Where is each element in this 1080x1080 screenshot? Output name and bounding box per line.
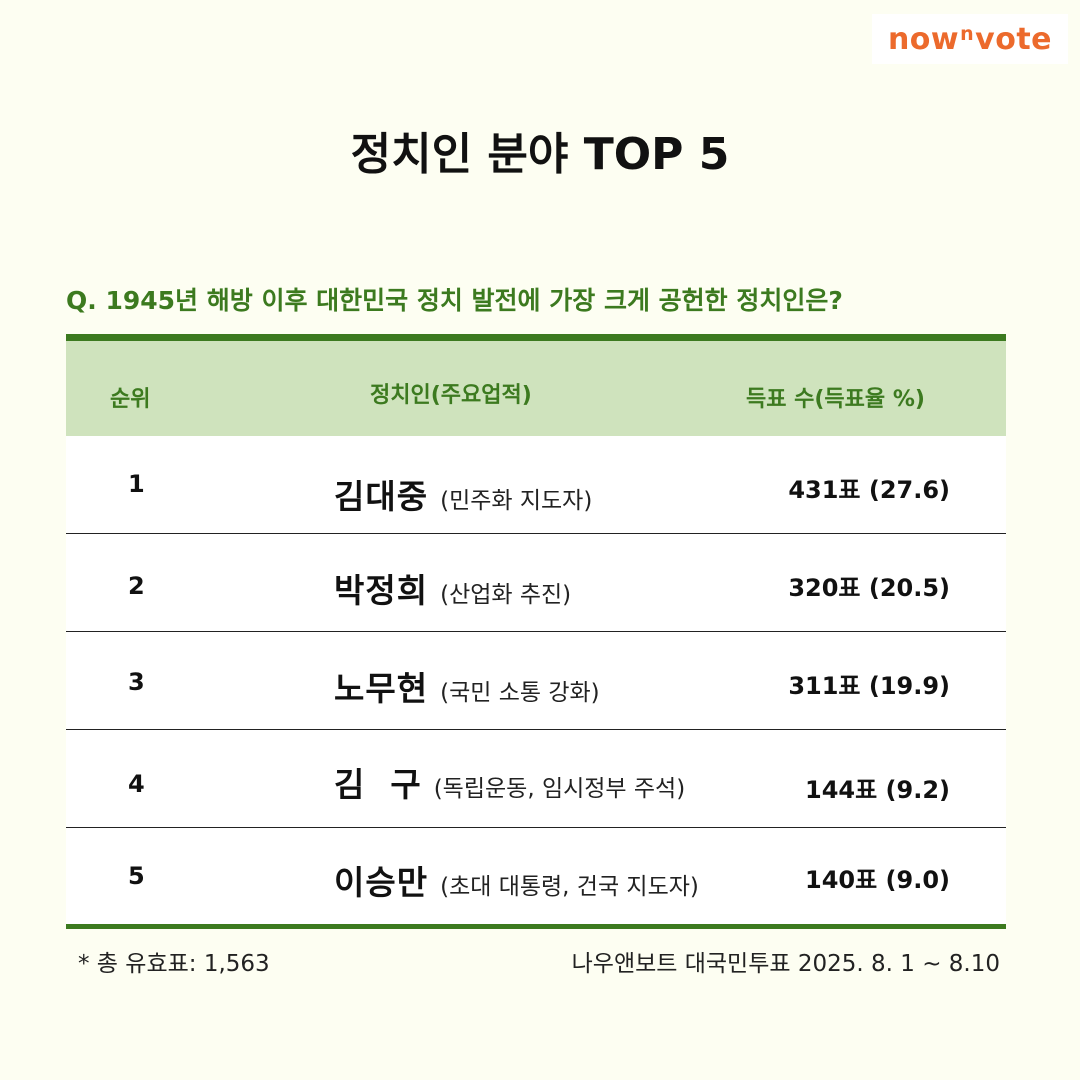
politician-name: 노무현 [334,669,429,708]
row-politician: 김대중 (민주화 지도자) [334,470,592,518]
politician-achievement: (독립운동, 임시정부 주석) [433,776,686,802]
table-top-rule [66,334,1006,341]
logo-text-post: vote [975,21,1053,57]
table-header: 순위 정치인(주요업적) 득표 수(득표율 %) [66,341,1006,436]
politician-achievement: (초대 대통령, 건국 지도자) [440,874,699,900]
row-politician: 이승만 (초대 대통령, 건국 지도자) [334,856,699,904]
politician-name: 김 구 [334,765,422,804]
table-row: 1 김대중 (민주화 지도자) 431표 (27.6) [66,436,1006,534]
table-row: 4 김 구 (독립운동, 임시정부 주석) 144표 (9.2) [66,730,1006,828]
table-bottom-rule [66,924,1006,929]
header-votes: 득표 수(득표율 %) [746,387,925,412]
table-row: 5 이승만 (초대 대통령, 건국 지도자) 140표 (9.0) [66,828,1006,924]
row-politician: 박정희 (산업화 추진) [334,564,571,612]
results-table: 순위 정치인(주요업적) 득표 수(득표율 %) 1 김대중 (민주화 지도자) … [66,334,1006,929]
politician-achievement: (산업화 추진) [440,582,572,608]
politician-name: 박정희 [334,571,429,610]
row-votes: 431표 (27.6) [788,476,950,504]
logo-text-pre: now [887,21,960,57]
row-votes: 311표 (19.9) [788,672,950,700]
row-rank: 3 [128,668,145,696]
row-votes: 140표 (9.0) [805,866,950,894]
logo-text-sup: n [960,23,975,45]
row-rank: 5 [128,862,145,890]
row-votes: 320표 (20.5) [788,574,950,602]
survey-question: Q. 1945년 해방 이후 대한민국 정치 발전에 가장 크게 공헌한 정치인… [66,286,843,315]
source-note: 나우앤보트 대국민투표 2025. 8. 1 ~ 8.10 [571,951,1000,977]
page-title: 정치인 분야 TOP 5 [350,129,730,180]
table-row: 3 노무현 (국민 소통 강화) 311표 (19.9) [66,632,1006,730]
politician-name: 이승만 [334,863,429,902]
header-rank: 순위 [110,387,151,412]
header-name: 정치인(주요업적) [370,383,532,408]
row-politician: 노무현 (국민 소통 강화) [334,662,600,710]
row-rank: 2 [128,572,145,600]
politician-achievement: (민주화 지도자) [440,488,593,514]
row-votes: 144표 (9.2) [805,776,950,804]
row-rank: 1 [128,470,145,498]
row-rank: 4 [128,770,145,798]
politician-achievement: (국민 소통 강화) [440,680,600,706]
brand-logo: now n vote [872,14,1068,64]
politician-name: 김대중 [334,477,429,516]
table-row: 2 박정희 (산업화 추진) 320표 (20.5) [66,534,1006,632]
total-votes-note: * 총 유효표: 1,563 [78,951,270,977]
row-politician: 김 구 (독립운동, 임시정부 주석) [334,758,685,806]
